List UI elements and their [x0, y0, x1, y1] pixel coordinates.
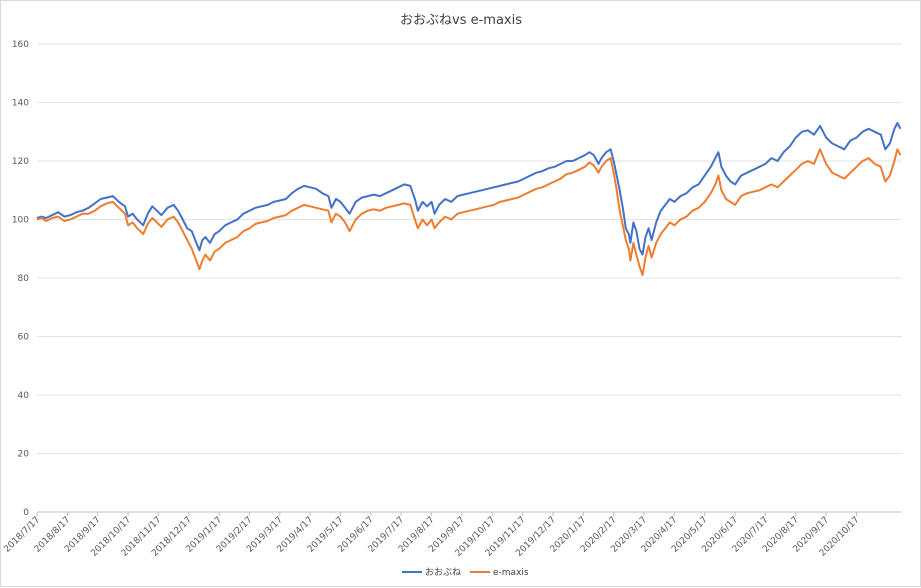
y-tick-label: 120: [12, 157, 29, 167]
series-line-oobune: [36, 122, 902, 256]
series-line-emaxis: [36, 148, 902, 277]
legend-label-emaxis: e-maxis: [493, 568, 529, 578]
y-tick-label: 60: [18, 333, 30, 343]
x-axis-ticks: 2018/7/172018/8/172018/9/172018/10/17201…: [2, 512, 862, 559]
y-tick-label: 40: [18, 391, 30, 401]
chart-title: おおぶねvs e-maxis: [400, 13, 522, 28]
y-tick-label: 80: [18, 274, 30, 284]
y-tick-label: 140: [12, 99, 29, 109]
legend-label-oobune: おおぶね: [425, 567, 461, 578]
y-tick-label: 160: [12, 40, 29, 50]
series-lines: [36, 122, 902, 277]
gridlines: [37, 43, 902, 513]
legend: おおぶね e-maxis: [402, 567, 529, 578]
y-tick-label: 20: [18, 450, 30, 460]
y-axis-ticks: 0 20 40 60 80 100 120 140 160: [12, 40, 29, 518]
y-tick-label: 0: [23, 508, 29, 518]
y-tick-label: 100: [12, 216, 29, 226]
